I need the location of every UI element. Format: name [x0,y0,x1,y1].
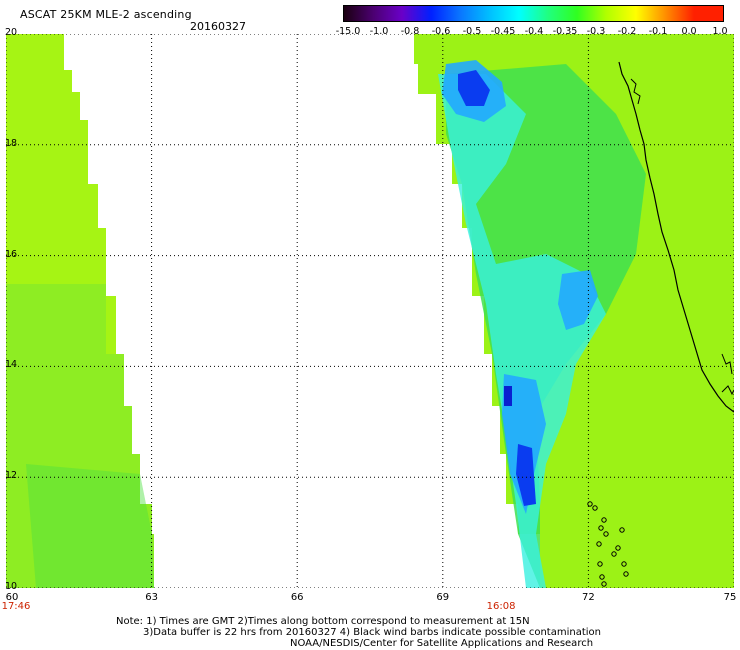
colorbar-segment [606,6,636,21]
lon-tick-label: 69 [436,592,450,603]
colorbar [343,5,724,22]
colorbar-label: 0.0 [681,26,697,37]
colorbar-label: -15.0 [335,26,361,37]
colorbar-label: -0.8 [400,26,420,37]
colorbar-segment [693,6,724,21]
lon-tick-label: 75 [723,592,737,603]
colorbar-label: -0.2 [617,26,637,37]
blue-region-south [502,374,546,514]
colorbar-label: -0.6 [431,26,451,37]
island-outline [597,561,603,567]
colorbar-segment [460,6,490,21]
colorbar-segment [664,6,694,21]
left-swath-shade [26,464,154,588]
colorbar-label: -0.45 [490,26,516,37]
dark-blue-cell [504,386,512,406]
island-outline [611,551,617,557]
lon-tick-label: 63 [145,592,158,603]
colorbar-segment [373,6,403,21]
lon-tick-label: 66 [290,592,304,603]
colorbar-segment [402,6,432,21]
colorbar-label: -0.4 [524,26,544,37]
dark-blue-core [458,70,490,106]
footnote-line-1: Note: 1) Times are GMT 2)Times along bot… [116,616,530,627]
island-outline [596,541,602,547]
island-outline [623,571,629,577]
colorbar-segment [431,6,461,21]
map-plot [6,34,734,588]
coastline [618,61,734,413]
island-outline [621,561,627,567]
lat-tick-label: 10 [5,581,18,592]
map-title: ASCAT 25KM MLE-2 ascending [20,8,192,21]
lat-tick-label: 16 [5,248,18,260]
colorbar-segment [489,6,519,21]
colorbar-label: -1.0 [369,26,389,37]
footnote-line-2: 3)Data buffer is 22 hrs from 20160327 4)… [143,627,601,638]
colorbar-segment [344,6,374,21]
island-outline [603,531,609,537]
coastline-detail [721,385,734,396]
colorbar-label: -0.3 [586,26,606,37]
pass-time-label: 17:46 [1,601,31,612]
left-swath-shade [6,284,154,588]
cyan-region [438,74,606,588]
colorbar-segment [577,6,607,21]
island-outline [615,545,621,551]
colorbar-label: -0.5 [462,26,482,37]
lat-tick-label: 14 [5,359,18,371]
coastline-detail [630,78,641,105]
colorbar-segment [635,6,665,21]
lat-tick-label: 20 [5,27,18,38]
dark-blue-south [516,444,536,506]
lon-tick-label: 60 [5,592,19,603]
lon-tick-label: 72 [582,592,595,603]
island-outline [601,581,607,587]
lat-tick-label: 12 [5,470,18,482]
coastline-detail [721,353,733,375]
island-outline [601,517,607,523]
colorbar-label: 1.0 [712,26,728,37]
footnote-line-3: NOAA/NESDIS/Center for Satellite Applica… [290,638,594,649]
island-outline [587,501,593,507]
colorbar-segment [518,6,549,21]
map-date: 20160327 [190,20,246,33]
lat-tick-label: 18 [5,137,18,149]
pass-time-label: 16:08 [486,601,516,612]
island-outline [599,574,605,580]
island-outline [598,525,604,531]
colorbar-segment [548,6,578,21]
colorbar-label: -0.35 [552,26,578,37]
island-outline [619,527,625,533]
colorbar-label: -0.1 [648,26,668,37]
island-outline [592,505,598,511]
